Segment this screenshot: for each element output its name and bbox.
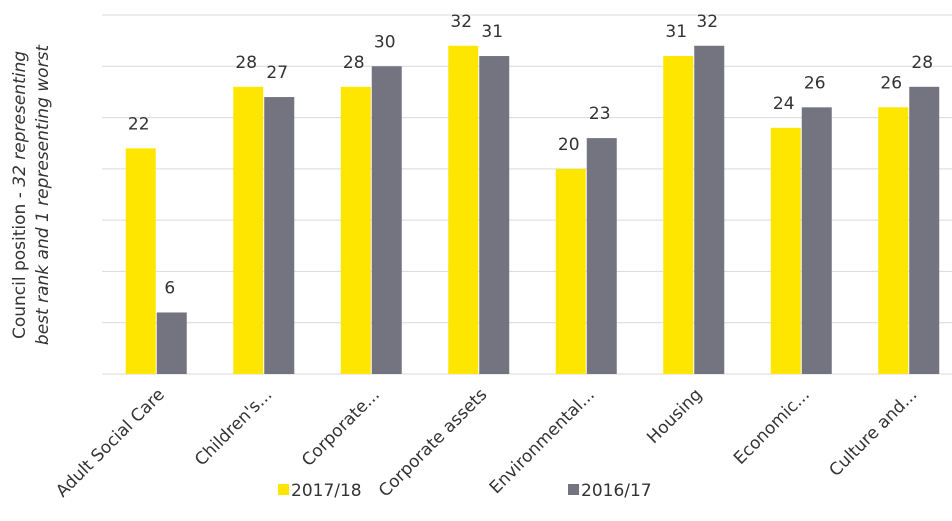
data-label: 27 [266, 63, 288, 83]
data-label: 23 [589, 104, 611, 124]
data-label: 6 [164, 278, 175, 298]
y-axis-title: best rank and 1 representing worst [33, 44, 53, 345]
bar [156, 312, 187, 374]
y-axis-title-part: Council position - [10, 187, 30, 339]
data-label: 22 [128, 114, 150, 134]
bar [264, 97, 295, 375]
x-tick-label: Housing [643, 385, 706, 448]
legend-label: 2016/17 [581, 481, 652, 501]
x-tick-label: Corporate assets [375, 385, 491, 501]
bar [586, 138, 617, 374]
bar [233, 86, 264, 375]
data-label: 26 [804, 73, 826, 93]
x-tick-label: Corporate... [298, 385, 384, 471]
x-tick-label: Economic... [730, 385, 814, 469]
data-label: 31 [665, 22, 687, 42]
legend-swatch [278, 484, 289, 495]
bar [371, 66, 402, 375]
bar [125, 148, 156, 374]
bar [340, 86, 371, 375]
bar [770, 127, 801, 374]
bar [663, 56, 694, 375]
data-label: 28 [343, 53, 365, 73]
bar [878, 107, 909, 375]
y-axis-title-part: 32 representing [10, 51, 30, 187]
data-label: 30 [374, 32, 396, 52]
data-label: 32 [696, 12, 718, 32]
y-axis-title: Council position - 32 representing [10, 51, 30, 339]
data-label: 28 [911, 53, 933, 73]
legend-swatch [568, 484, 579, 495]
bar [909, 86, 940, 375]
bar [801, 107, 832, 375]
data-label: 28 [235, 53, 257, 73]
bar [555, 168, 586, 374]
x-tick-label: Adult Social Care [52, 385, 169, 502]
bar [479, 56, 510, 375]
data-label: 31 [481, 22, 503, 42]
legend-label: 2017/18 [291, 481, 362, 501]
data-label: 26 [880, 73, 902, 93]
data-label: 24 [773, 94, 795, 114]
x-tick-label: Culture and... [826, 385, 922, 481]
data-label: 20 [558, 135, 580, 155]
bar [448, 45, 479, 375]
data-label: 32 [450, 12, 472, 32]
bar [694, 45, 725, 375]
x-tick-label: Children's... [191, 385, 276, 470]
